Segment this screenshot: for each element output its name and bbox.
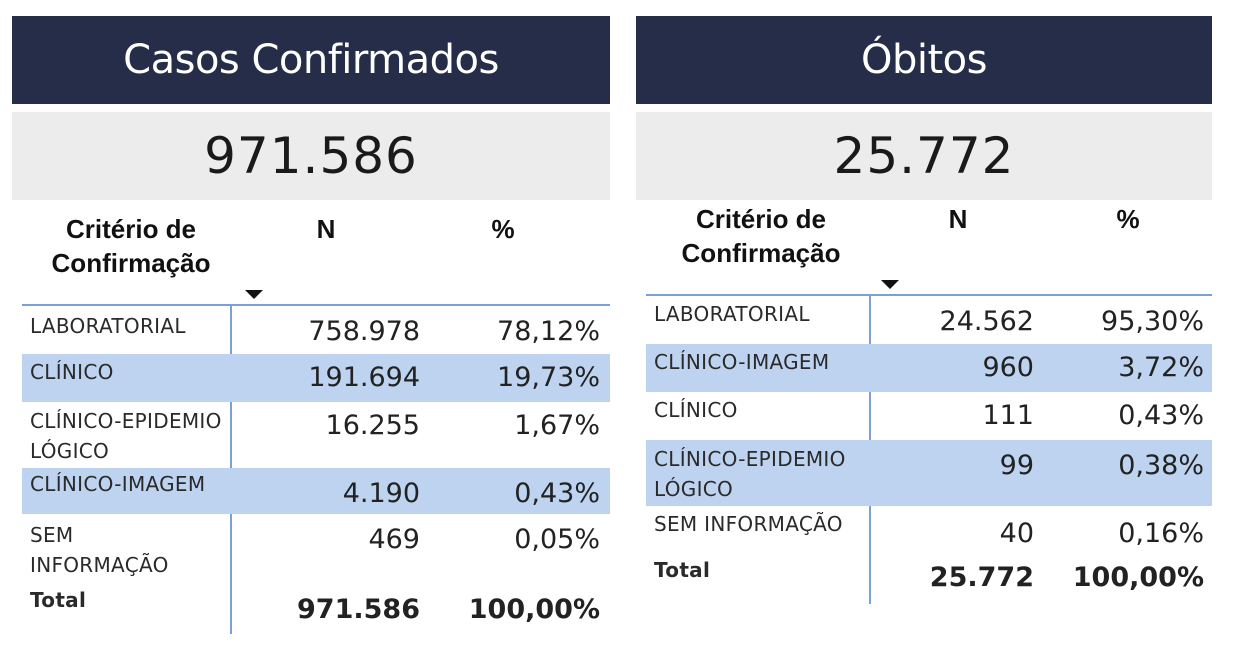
obitos-panel: Óbitos 25.772 Critério de Confirmação N …: [636, 16, 1212, 620]
table-row[interactable]: LABORATORIAL 24.562 95,30%: [654, 302, 1204, 337]
obitos-total-kpi: 25.772: [636, 112, 1212, 200]
n-column-header[interactable]: N: [316, 214, 336, 244]
table-row[interactable]: SEM INFORMAÇÃO 469 0,05%: [30, 523, 600, 577]
criterio-column-header[interactable]: Critério de Confirmação: [681, 204, 841, 268]
sort-desc-icon[interactable]: [245, 290, 263, 299]
table-row[interactable]: CLÍNICO-IMAGEM 960 3,72%: [646, 344, 1212, 392]
casos-confirmados-panel: Casos Confirmados 971.586 Critério de Co…: [12, 16, 610, 640]
table-row[interactable]: LABORATORIAL 758.978 78,12%: [30, 314, 600, 347]
table-row[interactable]: CLÍNICO 111 0,43%: [654, 398, 1204, 431]
table-row[interactable]: CLÍNICO-IMAGEM 4.190 0,43%: [22, 468, 610, 514]
casos-table: Critério de Confirmação N % LABORATORIAL…: [12, 200, 610, 640]
pct-column-header[interactable]: %: [1116, 204, 1140, 234]
pct-column-header[interactable]: %: [491, 214, 515, 244]
table-row[interactable]: CLÍNICO-EPIDEMIOLÓGICO 16.255 1,67%: [30, 409, 600, 463]
table-total-row: Total 971.586 100,00%: [30, 588, 600, 625]
criterio-column-header[interactable]: Critério de Confirmação: [51, 214, 211, 278]
table-row[interactable]: SEM INFORMAÇÃO 40 0,16%: [654, 512, 1204, 549]
table-row[interactable]: CLÍNICO-EPIDEMIOLÓGICO 99 0,38%: [646, 440, 1212, 506]
table-row[interactable]: CLÍNICO 191.694 19,73%: [22, 354, 610, 402]
sort-desc-icon[interactable]: [881, 280, 899, 289]
table-header-divider: [646, 294, 1212, 296]
obitos-title: Óbitos: [636, 16, 1212, 104]
n-column-header[interactable]: N: [948, 204, 968, 234]
casos-title: Casos Confirmados: [12, 16, 610, 104]
casos-total-kpi: 971.586: [12, 112, 610, 200]
table-total-row: Total 25.772 100,00%: [654, 558, 1204, 593]
table-header-divider: [22, 304, 610, 306]
obitos-table: Critério de Confirmação N % LABORATORIAL…: [636, 200, 1212, 620]
